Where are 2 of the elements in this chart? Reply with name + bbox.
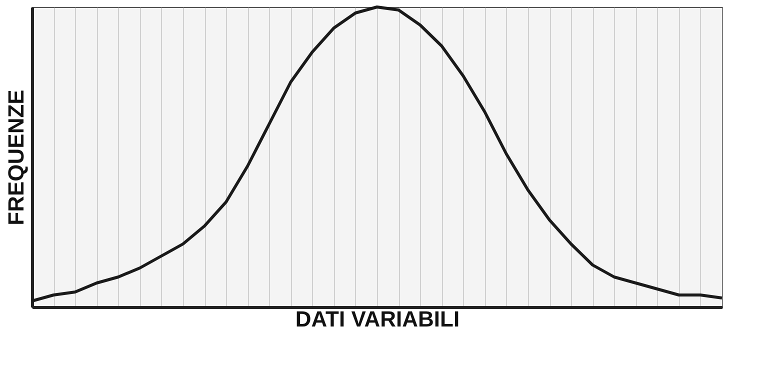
y-axis-title: FREQUENZE	[4, 90, 28, 226]
x-axis-title: DATI VARIABILI	[295, 306, 460, 332]
